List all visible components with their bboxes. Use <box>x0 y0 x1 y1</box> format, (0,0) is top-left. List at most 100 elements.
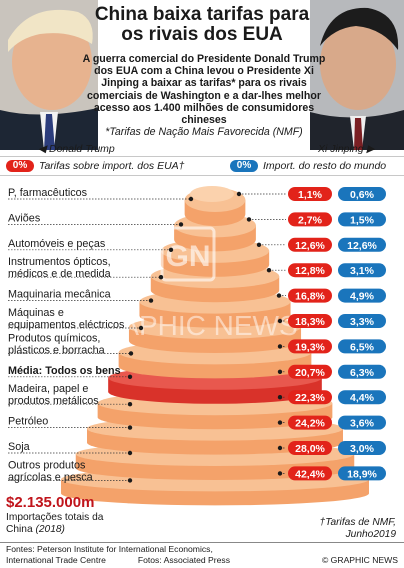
us-tariff-pill <box>288 263 332 278</box>
caption-trump: ◀ Donald Trump <box>38 143 115 155</box>
row-2: Automóveis e peças 12,6% 12,6% <box>8 237 386 252</box>
leader-dot-right <box>277 395 283 400</box>
us-tariff-pill <box>288 212 332 227</box>
world-tariff-value: 3,0% <box>350 443 375 455</box>
leader-dot-right <box>277 344 283 349</box>
us-tariff-value: 22,3% <box>295 392 325 404</box>
sources: Fontes: Peterson Institute for Internati… <box>6 544 230 565</box>
world-tariff-pill <box>338 237 386 252</box>
leader-dot-right <box>277 445 283 451</box>
leader-dot <box>188 196 194 202</box>
row-6: Produtos químicos, plásticos e borracha 19… <box>8 332 386 356</box>
us-tariff-pill <box>288 441 332 455</box>
footnote: †Tarifas de NMF, Junho2019 <box>286 517 396 541</box>
world-tariff-value: 6,3% <box>350 367 375 379</box>
caption-xi: Xi Jinping ▶ <box>318 143 375 155</box>
category-label: Média: Todos os bens <box>8 365 121 377</box>
us-tariff-value: 1,1% <box>298 189 323 201</box>
xi-photo <box>310 0 404 150</box>
us-tariff-value: 28,0% <box>295 443 325 455</box>
footnote-line1: †Tarifas de NMF, <box>319 517 396 528</box>
world-tariff-value: 4,4% <box>350 392 375 404</box>
leader-dot <box>127 374 133 379</box>
trump-photo <box>0 0 98 150</box>
leader-dot <box>178 222 184 227</box>
us-tariff-value: 12,8% <box>295 265 325 277</box>
world-tariff-value: 1,5% <box>350 214 375 226</box>
world-tariff-value: 3,6% <box>350 418 375 430</box>
legend-us-badge: 0% <box>6 160 34 172</box>
world-tariff-pill <box>338 212 386 227</box>
category-label: Aviões <box>8 212 41 224</box>
caption-trump-text: Donald Trump <box>49 143 115 155</box>
category-label: Soja <box>8 441 30 453</box>
legend-world-label: Import. do resto do mundo <box>263 160 387 172</box>
watermark-logo: GN <box>166 240 211 273</box>
total-label-text: Importações totais da China <box>6 512 104 535</box>
rows-layer: P, farmacêuticos 1,1% 0,6% Aviões 2,7% 1,5% Au… <box>8 187 386 483</box>
world-tariff-pill <box>338 415 386 430</box>
row-8: Madeira, papel e produtos metálicos 22,3% 4… <box>8 383 386 407</box>
row-10: Soja 28,0% 3,0% <box>8 441 386 456</box>
world-tariff-value: 3,1% <box>350 265 375 277</box>
row-0: P, farmacêuticos 1,1% 0,6% <box>8 187 386 202</box>
world-tariff-value: 4,9% <box>350 291 375 303</box>
legend-us-label: Tarifas sobre import. dos EUA† <box>39 160 185 172</box>
world-tariff-value: 6,5% <box>350 341 375 353</box>
us-tariff-pill <box>288 339 332 354</box>
us-tariff-pill <box>288 415 332 430</box>
leader-dot-right <box>256 242 262 247</box>
leader-dot-right <box>276 293 282 298</box>
us-tariff-value: 18,3% <box>295 316 325 328</box>
category-label: Maquinaria mecânica <box>8 289 111 301</box>
us-tariff-pill <box>288 237 332 252</box>
world-tariff-pill <box>338 466 386 481</box>
watermark-text: GRAPHIC NEWS <box>78 310 297 341</box>
row-5: Máquinas e equipamentos eléctricos 18,3% 3,… <box>8 307 386 331</box>
footnote-line2: Junho2019 <box>345 529 396 540</box>
watermark: GN GRAPHIC NEWS <box>78 226 298 341</box>
caption-xi-text: Xi Jinping <box>318 143 364 155</box>
world-tariff-pill <box>338 187 386 201</box>
watermark-logo-frame <box>160 226 216 282</box>
leader-dot <box>168 247 174 252</box>
lede-note: *Tarifas de Nação Mais Favorecida (NMF) <box>105 126 303 139</box>
us-tariff-value: 24,2% <box>295 418 325 430</box>
leader-dot <box>127 402 133 407</box>
leader-dot <box>128 351 134 356</box>
us-tariff-pill <box>288 364 332 379</box>
leader-dot-right <box>266 268 272 273</box>
us-tariff-value: 20,7% <box>295 367 325 379</box>
category-label: Petróleo <box>8 416 48 428</box>
leader-dot-right <box>236 191 242 197</box>
legend-us: 0% Tarifas sobre import. dos EUA† <box>6 159 185 173</box>
row-3: Instrumentos ópticos, médicos e de medida… <box>8 256 386 280</box>
us-tariff-value: 16,8% <box>295 291 325 303</box>
total-imports-label: Importações totais da China (2018) <box>6 512 116 536</box>
total-imports-value: $2.135.000m <box>6 494 95 511</box>
us-tariff-pill <box>288 187 332 201</box>
category-label: Outros produtos agrícolas e pesca <box>8 459 93 483</box>
leader-dot <box>158 275 164 280</box>
category-label: Instrumentos ópticos, médicos e de medida <box>8 256 111 280</box>
leader-dot <box>148 298 154 303</box>
world-tariff-value: 3,3% <box>350 316 375 328</box>
sources-line1: Fontes: Peterson Institute for Internati… <box>6 544 213 554</box>
world-tariff-value: 0,6% <box>350 189 375 201</box>
world-tariff-pill <box>338 339 386 354</box>
us-tariff-value: 42,4% <box>295 468 325 480</box>
world-tariff-value: 12,6% <box>347 240 377 252</box>
credit: © GRAPHIC NEWS <box>321 555 398 565</box>
total-year: (2018) <box>35 524 65 535</box>
world-tariff-pill <box>338 288 386 303</box>
row-9: Petróleo 24,2% 3,6% <box>8 415 386 430</box>
world-tariff-pill <box>338 441 386 455</box>
lede-text: A guerra comercial do Presidente Donald … <box>82 53 326 138</box>
leader-dot-right <box>277 318 283 324</box>
divider-legend <box>0 175 404 176</box>
us-tariff-value: 12,6% <box>295 240 325 252</box>
tariff-cake-chart: GN GRAPHIC NEWS P, farmacêuticos 1,1% 0,6%… <box>8 186 386 506</box>
category-label: Produtos químicos, plásticos e borracha <box>8 332 105 356</box>
leader-dot-right <box>277 471 283 476</box>
us-tariff-pill <box>288 288 332 303</box>
